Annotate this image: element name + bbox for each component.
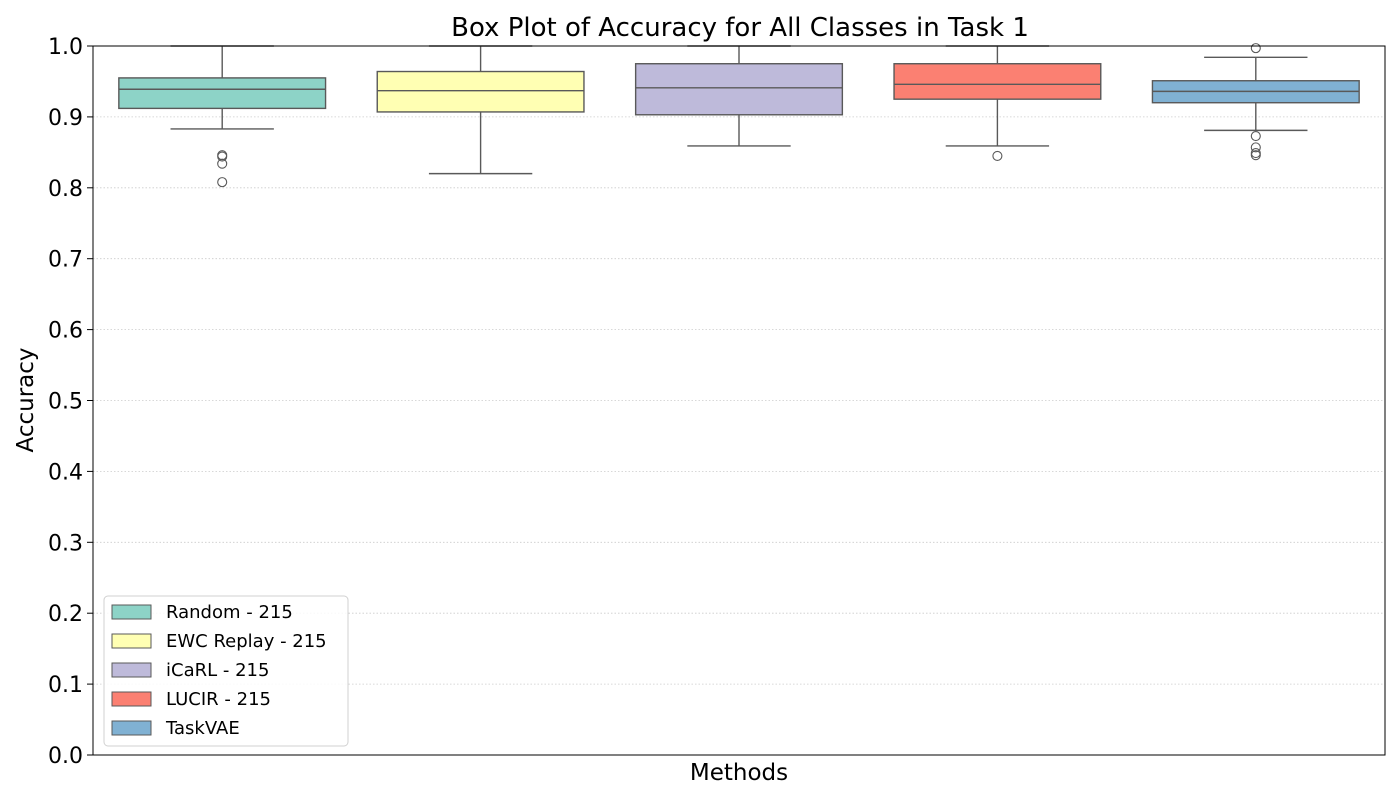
y-tick-label: 0.2 (48, 602, 83, 627)
legend-label: TaskVAE (165, 718, 240, 739)
y-tick-label: 0.5 (48, 390, 83, 415)
outlier-point (1250, 148, 1261, 159)
legend-swatch (111, 662, 152, 678)
y-tick-label: 0.1 (48, 673, 83, 698)
box-3 (634, 45, 844, 147)
outlier-point (217, 177, 228, 188)
y-tick-label: 0.0 (48, 744, 83, 769)
legend: Random - 215 EWC Replay - 215 iCaRL - 215 L… (103, 595, 349, 747)
y-axis-label: Accuracy (13, 347, 39, 452)
box-iqr (893, 63, 1102, 100)
outlier-point (1250, 43, 1261, 54)
legend-label: EWC Replay - 215 (166, 631, 327, 652)
box-group (118, 43, 1360, 188)
outlier-point (217, 151, 228, 162)
legend-label: LUCIR - 215 (166, 689, 271, 710)
box-4 (893, 45, 1102, 161)
y-axis: 0.0 0.1 0.2 0.3 0.4 0.5 0.6 0.7 0.8 0.9 1.0 (48, 35, 93, 769)
legend-frame (103, 595, 349, 747)
chart-title: Box Plot of Accuracy for All Classes in … (451, 13, 1029, 43)
outlier-point (1250, 142, 1261, 153)
box-iqr (118, 77, 327, 110)
y-tick-label: 0.3 (48, 531, 83, 556)
y-tick-label: 0.7 (48, 248, 83, 273)
box-iqr (376, 70, 585, 113)
x-axis-label: Methods (690, 760, 788, 786)
outlier-point (1250, 150, 1261, 161)
legend-swatch (111, 633, 152, 649)
legend-label: iCaRL - 215 (166, 660, 269, 681)
legend-swatch (111, 604, 152, 620)
box-5 (1151, 43, 1360, 161)
box-iqr (634, 63, 844, 116)
box-2 (376, 45, 585, 175)
y-tick-label: 1.0 (48, 35, 83, 60)
legend-label: Random - 215 (166, 602, 293, 623)
outlier-point (217, 158, 228, 169)
y-tick-label: 0.8 (48, 177, 83, 202)
outlier-point (1250, 130, 1261, 142)
legend-swatch (111, 691, 152, 707)
y-tick-label: 0.6 (48, 319, 83, 344)
outlier-point (992, 150, 1003, 161)
y-tick-label: 0.9 (48, 106, 83, 131)
legend-swatch (111, 720, 152, 736)
y-tick-label: 0.4 (48, 460, 83, 485)
box-1 (118, 45, 327, 188)
